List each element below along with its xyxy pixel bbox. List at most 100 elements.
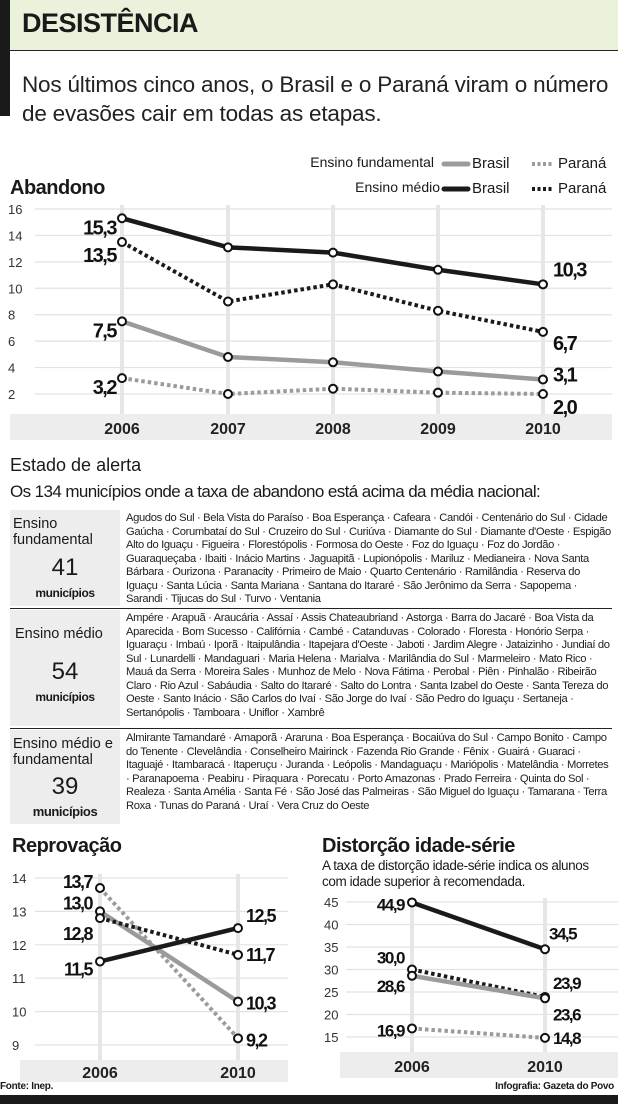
municipality: Cidade Gaúcha — [126, 512, 608, 538]
municipality: Jaboti — [396, 639, 425, 651]
municipality: Sertaneja — [522, 693, 568, 705]
municipality: Araucária — [213, 612, 259, 624]
municipality: Lunardelli — [150, 652, 196, 665]
data-point — [407, 970, 417, 981]
data-point — [233, 923, 243, 934]
alert-count: 54 — [51, 658, 79, 685]
municipality-list: Almirante Tamandaré · Amaporã · Araruna … — [126, 732, 609, 812]
page-title: DESISTÊNCIA — [22, 8, 199, 38]
data-point — [538, 326, 548, 337]
legend-fundamental-label: Ensino fundamental — [310, 154, 434, 170]
series-line-solid-gray — [98, 909, 240, 1004]
municipality: Jundiaí do Sul — [126, 639, 610, 665]
municipality: Prado Ferreira — [443, 772, 512, 785]
municipality: Centenário do Sul — [481, 512, 566, 524]
municipality: Reserva do Iguaçu — [126, 566, 581, 592]
legend-medio-brasil: Brasil — [472, 180, 510, 197]
municipality: Sabáudia — [207, 679, 252, 692]
municipality: Florestópolis — [248, 539, 307, 551]
data-point — [540, 944, 550, 955]
municipality: Cafeara — [392, 512, 431, 524]
alert-count: 41 — [51, 554, 79, 581]
data-label: 30,0 — [377, 949, 405, 968]
alert-unit: municípios — [35, 690, 95, 704]
municipality: Ramilândia — [464, 566, 518, 578]
municipality: Turvo — [244, 593, 271, 605]
municipality: Diamante do Sul — [394, 525, 472, 538]
x-tick-label: 2010 — [525, 421, 561, 438]
data-label: 28,6 — [377, 977, 405, 996]
alert-row-medio-fundamental: Ensino médio e fundamental 39 municípios… — [10, 730, 612, 826]
municipality: Mato Rico — [538, 652, 587, 665]
municipality: Pinhalão — [507, 666, 549, 678]
data-label: 10,3 — [246, 994, 277, 1014]
data-label: 9,2 — [246, 1030, 268, 1050]
municipality: Jaguapitã — [308, 552, 355, 565]
data-label: 34,5 — [549, 924, 577, 943]
y-tick-label: 4 — [8, 361, 15, 376]
data-label: 3,1 — [553, 364, 578, 386]
municipality: Barra do Jacaré — [451, 612, 526, 624]
municipality: Peabiru — [207, 772, 244, 785]
data-point — [233, 996, 243, 1007]
municipality: Porecatu — [306, 772, 349, 785]
municipality: Munhoz de Melo — [277, 666, 356, 678]
alert-unit: municípios — [35, 586, 95, 600]
municipality: Santa Fé — [244, 786, 287, 798]
data-point — [407, 897, 417, 908]
data-label: 16,9 — [377, 1021, 405, 1040]
municipality: Cambé — [308, 625, 344, 638]
municipality: Santo Inácio — [163, 693, 222, 705]
alert-category: Ensino fundamental — [13, 516, 93, 548]
alert-subtitle: Os 134 municípios onde a taxa de abandon… — [10, 482, 541, 501]
municipality: Santa Tereza do Oeste — [126, 679, 609, 706]
municipality: Corumbataí do Sul — [172, 525, 260, 538]
alert-unit: municípios — [32, 804, 98, 819]
y-tick-label: 20 — [324, 1008, 338, 1023]
municipality: Inácio Martins — [235, 552, 300, 565]
alert-count: 39 — [51, 773, 79, 800]
year-band — [340, 1052, 618, 1078]
data-point — [433, 264, 443, 275]
municipality: Itaperuçu — [233, 759, 277, 771]
alert-category: Ensino médio — [15, 626, 103, 642]
municipality: Imbaú — [175, 639, 206, 651]
data-label: 23,6 — [553, 1005, 581, 1024]
data-label: 12,8 — [63, 924, 94, 944]
municipality: Espigão Alto do Iguaçu — [126, 525, 611, 552]
municipality: São Jerônimo da Serra — [402, 579, 511, 592]
y-tick-label: 16 — [8, 202, 22, 217]
year-band — [20, 1060, 288, 1082]
data-point — [223, 296, 233, 307]
municipality: Medianeira — [473, 552, 526, 565]
y-tick-label: 40 — [324, 918, 338, 933]
municipality: Santa Mariana — [230, 579, 300, 592]
municipality: São José das Palmeiras — [295, 786, 409, 798]
data-point — [233, 949, 243, 960]
municipality: Mariópolis — [450, 759, 498, 771]
data-point — [223, 242, 233, 253]
municipality: Candói — [439, 512, 473, 524]
municipality: Iguaraçu — [126, 639, 167, 651]
data-point — [538, 374, 548, 385]
y-tick-label: 25 — [324, 985, 338, 1000]
municipality: Perobal — [432, 666, 470, 678]
municipality: São Jorge do Ivaí — [324, 693, 407, 705]
data-point — [433, 366, 443, 377]
municipality: Santa Lúcia — [166, 579, 222, 592]
municipality: Conselheiro Mairinck — [250, 745, 348, 758]
data-point — [433, 387, 443, 398]
municipality: Piraquara — [252, 772, 299, 785]
page-subtitle: Nos últimos cinco anos, o Brasil e o Par… — [22, 72, 609, 126]
data-label: 11,5 — [64, 960, 94, 980]
municipality: Mandaguari — [203, 652, 260, 665]
municipality: Rio Azul — [159, 679, 199, 692]
alert-row-label: Ensino fundamental 41 municípios — [10, 510, 120, 606]
municipality: Itaipulândia — [246, 639, 300, 651]
municipality: Matelândia — [506, 759, 559, 771]
data-point — [223, 352, 233, 362]
data-point — [328, 383, 338, 394]
data-label: 6,7 — [553, 333, 578, 355]
municipality: Bom Sucesso — [182, 625, 248, 638]
data-label: 10,3 — [553, 259, 587, 281]
